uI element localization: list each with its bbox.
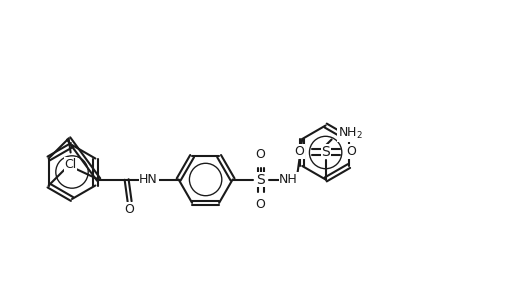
Text: O: O: [347, 145, 356, 158]
Text: O: O: [256, 148, 266, 161]
Text: S: S: [256, 173, 265, 186]
Text: HN: HN: [139, 173, 158, 186]
Text: NH$_2$: NH$_2$: [338, 126, 363, 141]
Text: S: S: [321, 144, 330, 158]
Text: S: S: [64, 158, 73, 173]
Text: O: O: [256, 198, 266, 211]
Text: O: O: [125, 203, 135, 216]
Text: NH: NH: [279, 173, 298, 186]
Text: Cl: Cl: [65, 158, 77, 171]
Text: O: O: [295, 145, 305, 158]
